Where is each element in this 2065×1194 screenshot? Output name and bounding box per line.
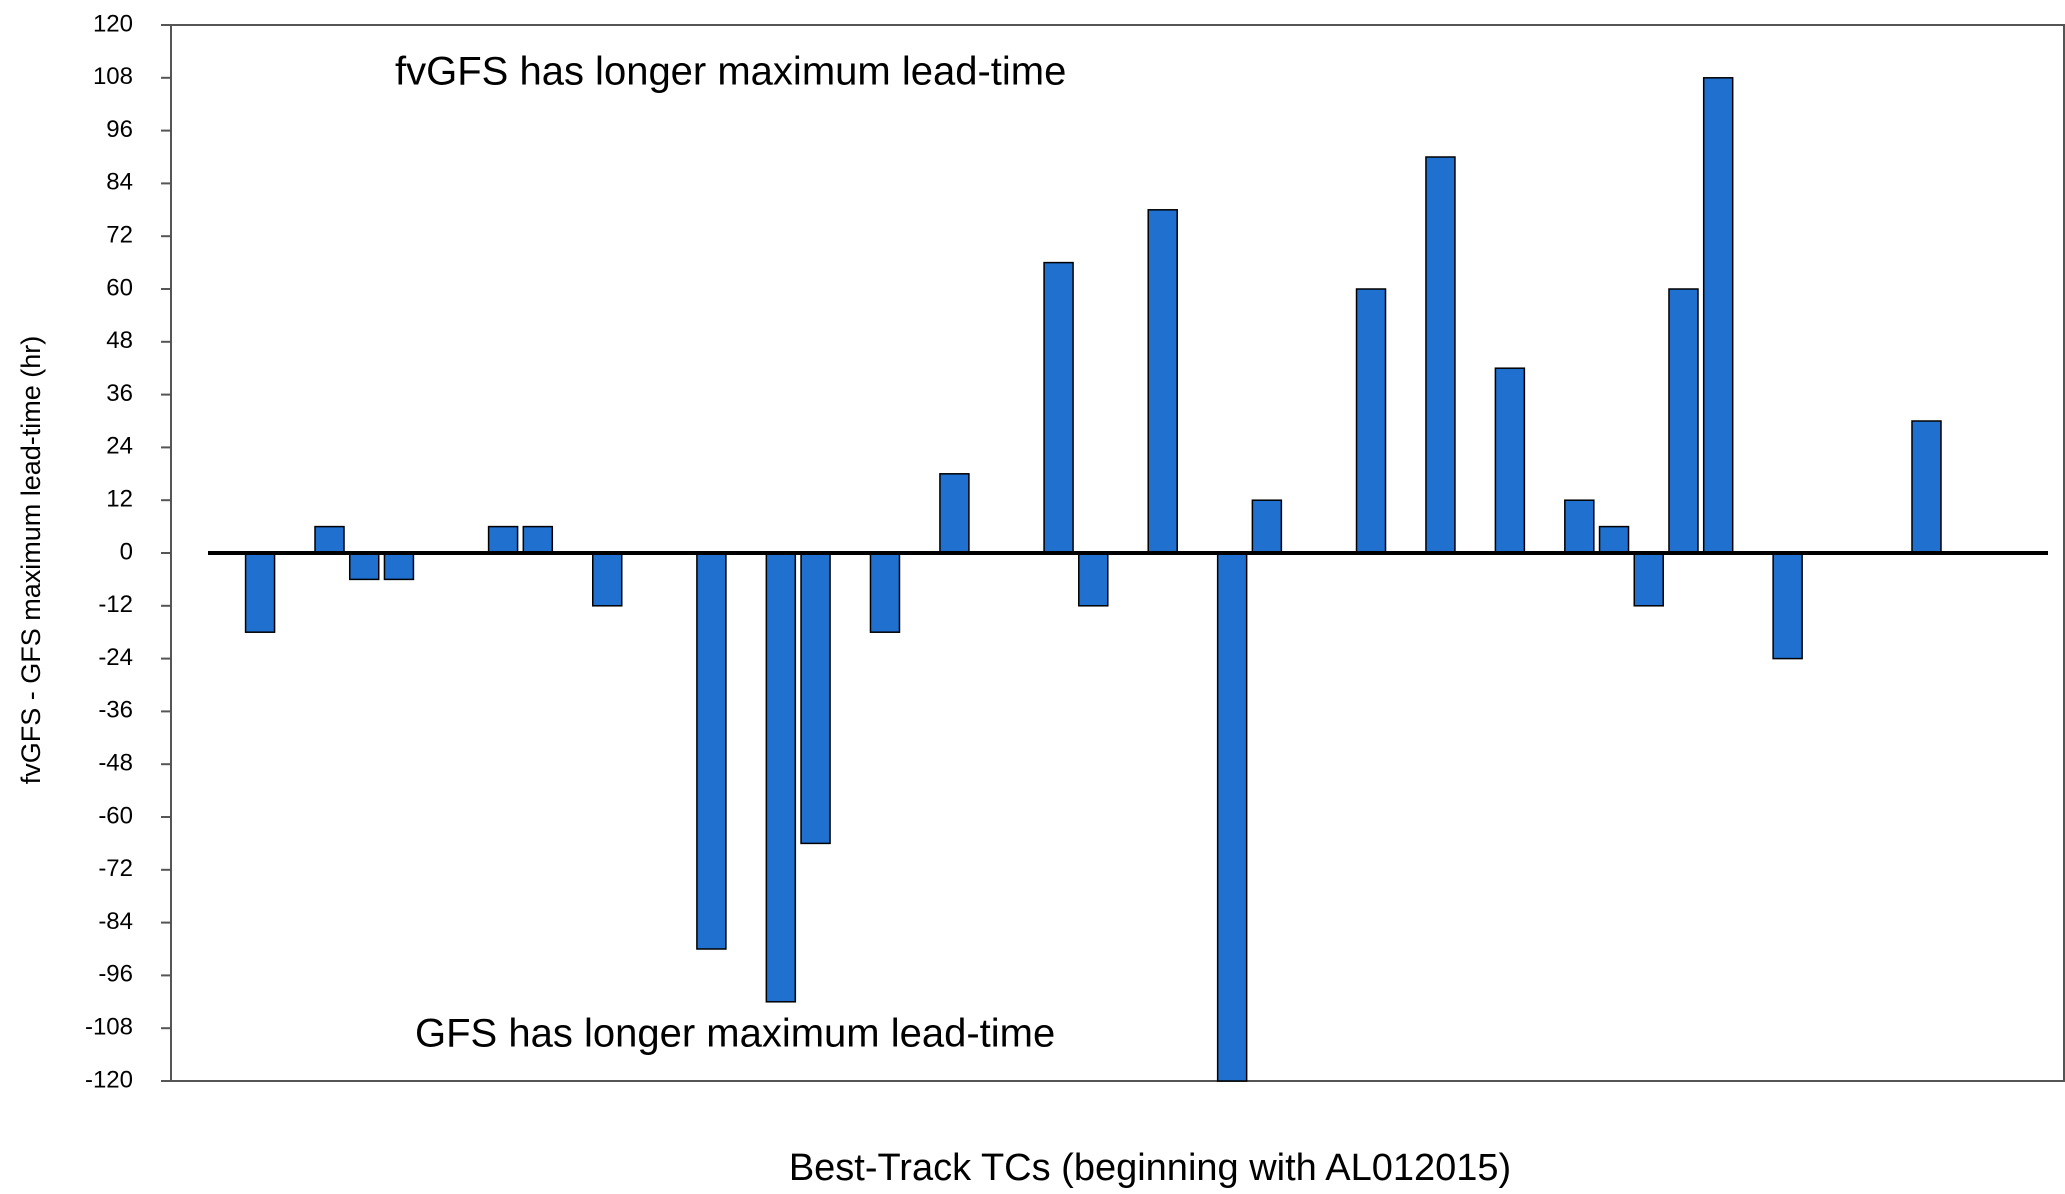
bar [869,552,901,633]
bar [765,552,797,1003]
y-tick-label: 24 [106,433,133,460]
bar [939,473,970,554]
annotation: fvGFS has longer maximum lead-time [395,50,1066,94]
bar [1633,552,1665,607]
y-tick-label: 108 [93,63,133,90]
y-tick-label: -84 [98,908,133,935]
annotation: GFS has longer maximum lead-time [415,1012,1055,1056]
bar [1702,77,1734,554]
y-tick-label: 48 [106,327,133,354]
bar [1355,288,1387,554]
bar [696,552,727,950]
y-tick-label: -60 [98,802,133,829]
bar [383,552,415,581]
bar [1494,367,1526,554]
y-tick-label: -48 [98,750,133,777]
y-tick-label: -120 [85,1066,133,1093]
bar [1251,499,1283,554]
y-tick-label: 36 [106,380,133,407]
bar [522,525,554,554]
bar [1772,552,1803,660]
bar [1043,261,1074,554]
y-tick-label: 60 [106,274,133,301]
y-tick-label: 120 [93,10,133,37]
bar [800,552,831,845]
bar [1911,420,1942,554]
bar [244,552,276,633]
y-tick-label: -108 [85,1014,133,1041]
y-tick-label: -12 [98,591,133,618]
y-tick-label: -24 [98,644,133,671]
bar [1147,209,1178,554]
bar [1078,552,1109,607]
x-axis-label: Best-Track TCs (beginning with AL012015) [789,1147,1511,1189]
bar [348,552,380,581]
bar [1425,156,1456,554]
bar [314,525,345,554]
bar [1668,288,1699,554]
y-tick-label: 0 [120,538,133,565]
bar [1598,525,1630,554]
y-tick-label: 96 [106,116,133,143]
y-tick-label: 12 [106,486,133,513]
y-tick-label: -72 [98,855,133,882]
y-tick-label: -96 [98,961,133,988]
bar [1564,499,1595,554]
bar [591,552,623,607]
y-tick-label: 72 [106,222,133,249]
y-tick-label: 84 [106,169,133,196]
bar [487,525,519,554]
y-axis-label: fvGFS - GFS maximum lead-time (hr) [16,336,46,785]
bar [1216,552,1248,1082]
y-tick-label: -36 [98,697,133,724]
